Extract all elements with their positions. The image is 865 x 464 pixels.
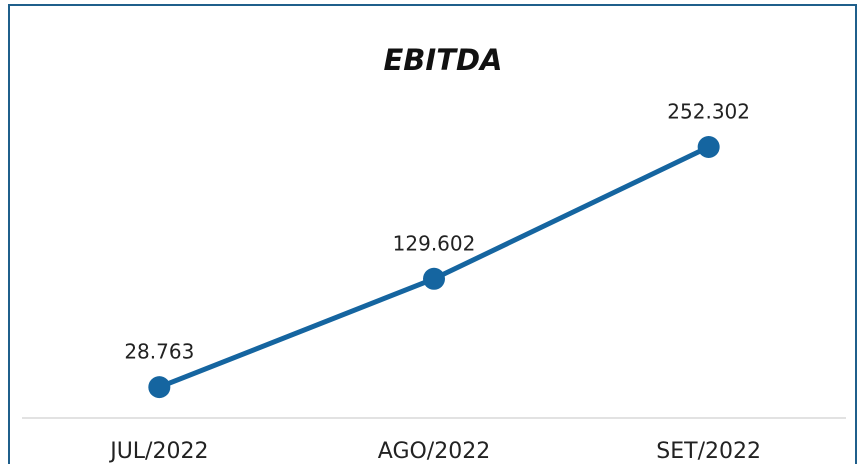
data-label: 28.763 <box>124 340 194 364</box>
data-point <box>423 267 445 290</box>
x-tick-label: SET/2022 <box>656 439 761 464</box>
data-point <box>148 376 171 399</box>
x-tick-label: AGO/2022 <box>378 439 490 464</box>
chart-title: EBITDA <box>383 43 502 77</box>
x-tick-label: JUL/2022 <box>108 439 208 464</box>
data-point <box>697 136 720 158</box>
data-label: 129.602 <box>393 231 476 255</box>
data-label: 252.302 <box>667 100 750 124</box>
